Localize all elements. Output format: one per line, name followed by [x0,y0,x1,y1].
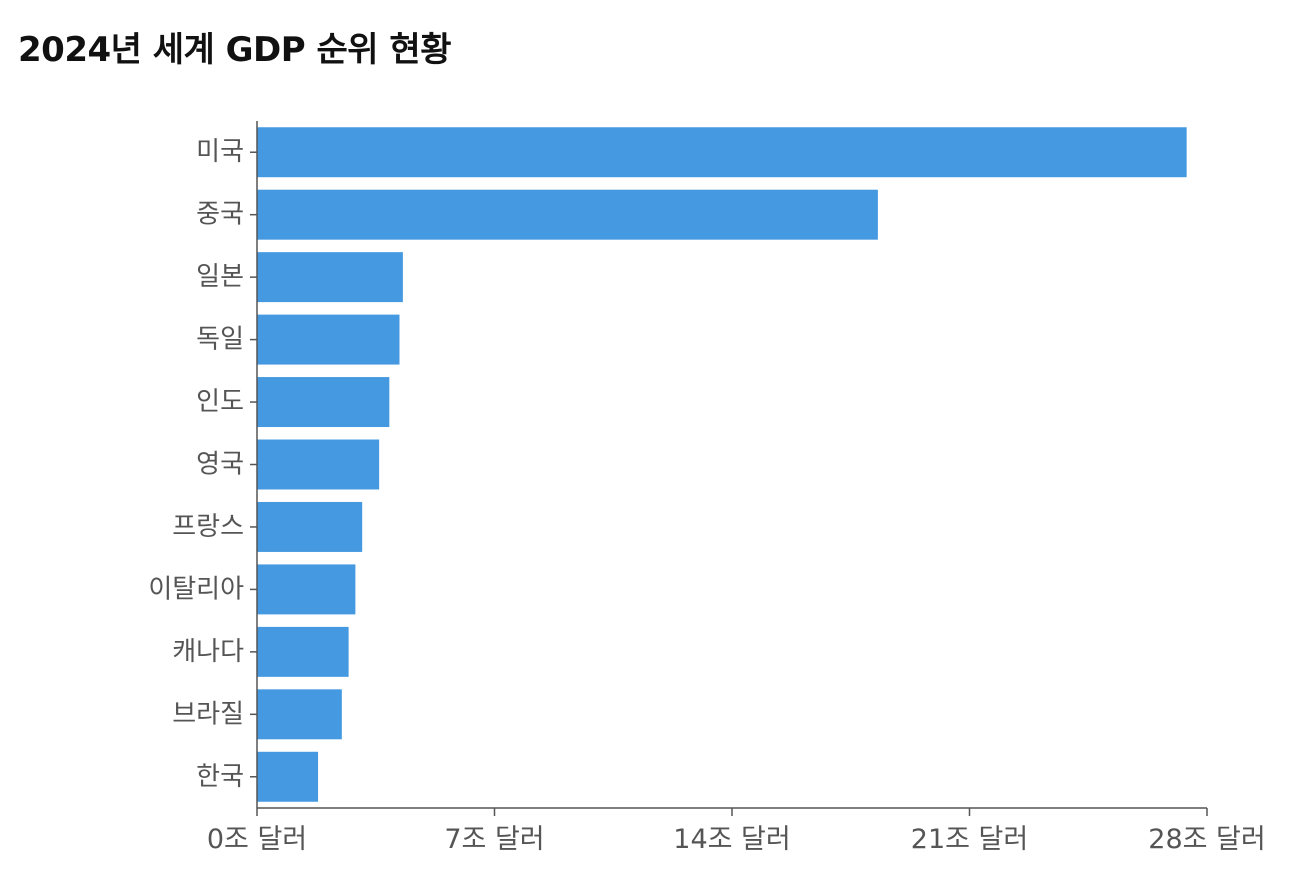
bar-3 [257,252,403,303]
bar-8 [257,564,356,615]
y-tick-label: 미국 [196,137,244,167]
y-tick-label: 캐나다 [172,637,244,667]
bar-5 [257,377,390,428]
y-tick-label: 프랑스 [172,512,244,542]
chart-title: 2024년 세계 GDP 순위 현황 [18,30,452,70]
x-tick-label: 14조 달러 [673,824,790,855]
bar-9 [257,626,349,677]
y-tick-label: 영국 [196,450,244,480]
y-tick-label: 인도 [196,387,244,417]
y-tick-label: 독일 [196,325,244,355]
x-tick-label: 0조 달러 [207,824,307,855]
bar-7 [257,501,363,552]
y-tick-label: 한국 [196,762,244,792]
x-tick-label: 28조 달러 [1148,824,1265,855]
bar-2 [257,189,878,240]
bars-group [257,127,1187,802]
y-axis [250,121,258,808]
bar-1 [257,127,1187,178]
bar-10 [257,689,342,740]
y-tick-label: 브라질 [172,699,244,729]
bar-4 [257,314,400,365]
bar-6 [257,439,380,490]
x-axis: 0조 달러 7조 달러 14조 달러 21조 달러 28조 달러 [207,807,1266,855]
y-tick-label: 이탈리아 [148,574,244,604]
y-tick-label: 일본 [196,262,244,292]
y-tick-label: 중국 [196,200,244,230]
bar-11 [257,751,319,802]
x-tick-label: 21조 달러 [911,824,1028,855]
x-tick-label: 7조 달러 [444,824,544,855]
